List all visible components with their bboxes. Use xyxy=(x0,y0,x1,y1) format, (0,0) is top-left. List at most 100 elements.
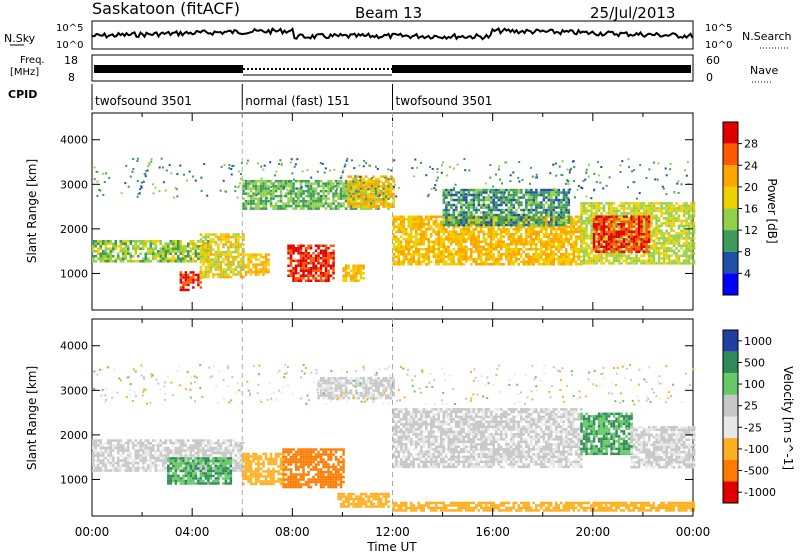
heatmap-cell xyxy=(690,237,693,240)
heatmap-cell xyxy=(487,218,491,222)
heatmap-cell xyxy=(242,182,245,185)
heatmap-speckle xyxy=(359,179,362,182)
heatmap-cell xyxy=(352,185,355,188)
heatmap-cell xyxy=(209,233,213,236)
heatmap-speckle xyxy=(550,196,553,199)
heatmap-cell xyxy=(572,223,575,226)
heatmap-cell xyxy=(525,253,528,256)
heatmap-speckle xyxy=(172,196,175,199)
heatmap-cell xyxy=(532,203,536,207)
heatmap-speckle xyxy=(283,186,286,189)
heatmap-cell xyxy=(577,228,580,231)
heatmap-cell xyxy=(202,243,205,246)
heatmap-cell xyxy=(239,258,243,261)
heatmap-cell xyxy=(207,235,210,239)
heatmap-cell xyxy=(232,235,235,239)
heatmap-cell xyxy=(685,244,688,248)
heatmap-cell xyxy=(455,203,458,207)
heatmap-cell xyxy=(395,235,398,238)
heatmap-speckle xyxy=(120,192,123,195)
heatmap-cell xyxy=(630,245,633,248)
heatmap-cell xyxy=(354,185,358,188)
heatmap-cell xyxy=(274,184,278,188)
heatmap-speckle xyxy=(552,163,555,166)
heatmap-cell xyxy=(600,228,603,231)
heatmap-cell xyxy=(184,255,187,258)
heatmap-cell xyxy=(625,228,628,231)
heatmap-cell xyxy=(264,260,268,264)
heatmap-speckle xyxy=(677,180,680,183)
heatmap-cell xyxy=(442,221,446,224)
heatmap-cell xyxy=(114,247,117,250)
cpid-row: twofsound 3501 normal (fast) 151 twofsound… xyxy=(91,84,492,110)
heatmap-cell xyxy=(324,269,328,272)
heatmap-cell xyxy=(617,257,621,260)
heatmap-cell xyxy=(344,189,348,193)
heatmap-cell xyxy=(637,230,641,233)
heatmap-cell xyxy=(317,247,320,250)
heatmap-cell xyxy=(324,272,328,275)
heatmap-cell xyxy=(450,203,453,207)
heatmap-cell xyxy=(610,262,613,265)
heatmap-cell xyxy=(327,184,330,188)
heatmap-cell xyxy=(482,211,486,214)
heatmap-cell xyxy=(354,205,358,208)
heatmap-cell xyxy=(389,182,393,186)
heatmap-cell xyxy=(590,224,593,228)
heatmap-cell xyxy=(525,216,528,219)
heatmap-cell xyxy=(482,253,485,256)
heatmap-cell xyxy=(600,215,603,218)
heatmap-cell xyxy=(324,254,328,257)
heatmap-cell xyxy=(154,247,157,250)
heatmap-cell xyxy=(229,260,233,264)
heatmap-cell xyxy=(570,215,573,218)
heatmap-cell xyxy=(547,193,551,197)
heatmap-cell xyxy=(527,230,530,233)
heatmap-cell xyxy=(312,197,315,200)
heatmap-cell xyxy=(224,275,228,279)
heatmap-cell xyxy=(630,248,633,251)
heatmap-speckle xyxy=(512,171,515,174)
heatmap-cell xyxy=(640,202,643,205)
heatmap-cell xyxy=(257,263,260,266)
heatmap-cell xyxy=(517,206,521,209)
heatmap-cell xyxy=(412,223,415,226)
heatmap-cell xyxy=(590,232,593,235)
heatmap-cell xyxy=(660,202,663,205)
heatmap-cell xyxy=(500,196,503,199)
heatmap-cell xyxy=(229,250,233,254)
heatmap-cell xyxy=(219,273,223,276)
heatmap-cell xyxy=(420,220,423,223)
heatmap-cell xyxy=(430,233,433,236)
heatmap-cell xyxy=(482,248,485,251)
heatmap-cell xyxy=(472,223,475,226)
heatmap-cell xyxy=(232,255,235,259)
heatmap-cell xyxy=(690,257,693,260)
heatmap-cell xyxy=(485,206,488,209)
heatmap-cell xyxy=(567,260,570,263)
heatmap-cell xyxy=(657,217,661,220)
heatmap-cell xyxy=(397,223,400,226)
heatmap-cell xyxy=(640,225,643,228)
heatmap-cell xyxy=(400,225,403,228)
heatmap-cell xyxy=(415,223,418,226)
heatmap-speckle xyxy=(627,186,629,189)
heatmap-cell xyxy=(622,254,626,258)
heatmap-cell xyxy=(374,180,378,183)
heatmap-cell xyxy=(147,240,150,243)
heatmap-cell xyxy=(224,243,228,246)
heatmap-cell xyxy=(179,240,182,243)
heatmap-cell xyxy=(452,221,456,224)
heatmap-cell xyxy=(214,268,218,271)
heatmap-cell xyxy=(642,202,646,205)
heatmap-cell xyxy=(515,233,518,236)
heatmap-cell xyxy=(485,196,488,199)
heatmap-cell xyxy=(497,213,501,217)
heatmap-cell xyxy=(640,254,643,258)
heatmap-cell xyxy=(442,211,446,214)
heatmap-cell xyxy=(507,223,511,227)
heatmap-cell xyxy=(447,258,450,261)
heatmap-cell xyxy=(475,228,478,231)
heatmap-cell xyxy=(234,265,238,269)
heatmap-cell xyxy=(389,187,393,191)
